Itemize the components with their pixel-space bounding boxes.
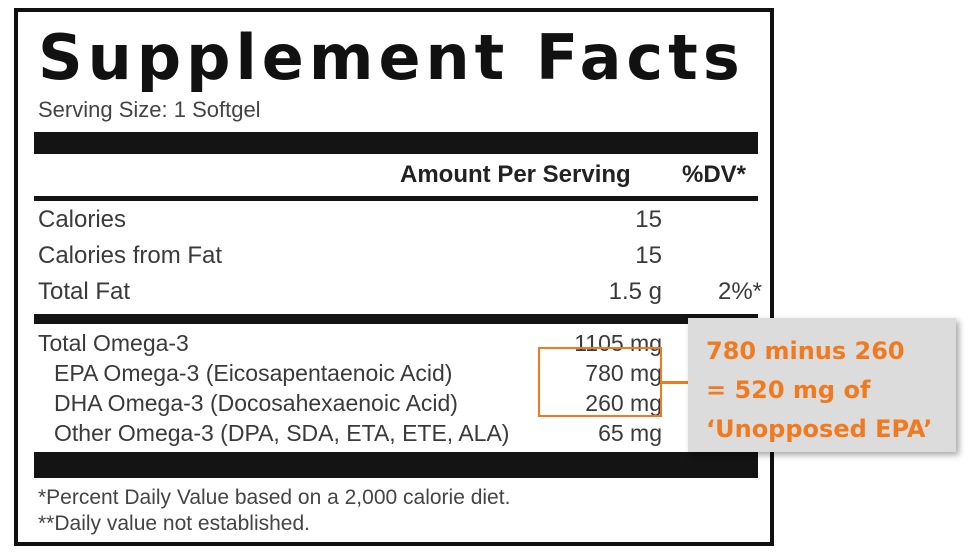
serving-size: Serving Size: 1 Softgel <box>38 97 261 122</box>
omega-name: EPA Omega-3 (Eicosapentaenoic Acid) <box>54 360 453 386</box>
omega-name: Other Omega-3 (DPA, SDA, ETA, ETE, ALA) <box>54 420 510 446</box>
omega-amount: 1105 mg <box>574 330 662 356</box>
nutrient-dv: 2%* <box>717 278 762 305</box>
section-divider <box>34 314 758 324</box>
daily-value-header: %DV* <box>682 161 747 188</box>
omega-row: DHA Omega-3 (Docosahexaenoic Acid) 260 m… <box>38 390 758 420</box>
nutrient-row: Calories from Fat 15 <box>38 242 758 278</box>
nutrient-name: Total Fat <box>38 278 131 305</box>
nutrient-amount: 1.5 g <box>608 278 662 305</box>
callout-line: 780 minus 260 <box>706 337 905 365</box>
callout-line: ‘Unopposed EPA’ <box>706 415 933 443</box>
nutrient-amount: 15 <box>635 206 662 233</box>
footnote-daily-value: *Percent Daily Value based on a 2,000 ca… <box>38 486 511 509</box>
bottom-bar <box>34 452 758 478</box>
callout-connector <box>662 381 690 384</box>
omega-name: Total Omega-3 <box>38 330 189 356</box>
thick-divider <box>34 132 758 154</box>
nutrient-name: Calories from Fat <box>38 242 223 269</box>
omega-row: Other Omega-3 (DPA, SDA, ETA, ETE, ALA) … <box>38 420 758 450</box>
panel-title: Supplement Facts <box>38 21 745 94</box>
header-rule <box>34 196 758 201</box>
nutrient-row: Calories 15 <box>38 206 758 242</box>
nutrient-name: Calories <box>38 206 127 233</box>
epa-dha-highlight-box <box>538 347 662 417</box>
omega-name: DHA Omega-3 (Docosahexaenoic Acid) <box>54 390 458 416</box>
nutrient-amount: 15 <box>635 242 662 269</box>
footnote-not-established: **Daily value not established. <box>38 512 310 535</box>
supplement-facts-panel: Supplement Facts Serving Size: 1 Softgel… <box>14 8 774 546</box>
nutrient-row: Total Fat 1.5 g 2%* <box>38 278 762 314</box>
unopposed-epa-callout: 780 minus 260 = 520 mg of ‘Unopposed EPA… <box>688 318 956 452</box>
amount-per-serving-header: Amount Per Serving <box>400 161 631 188</box>
omega-row: Total Omega-3 1105 mg <box>38 330 758 360</box>
omega-amount: 65 mg <box>598 420 662 446</box>
omega-amount: 780 mg <box>585 360 662 386</box>
omega-amount: 260 mg <box>585 390 662 416</box>
omega-row: EPA Omega-3 (Eicosapentaenoic Acid) 780 … <box>38 360 758 390</box>
callout-line: = 520 mg of <box>706 376 871 404</box>
